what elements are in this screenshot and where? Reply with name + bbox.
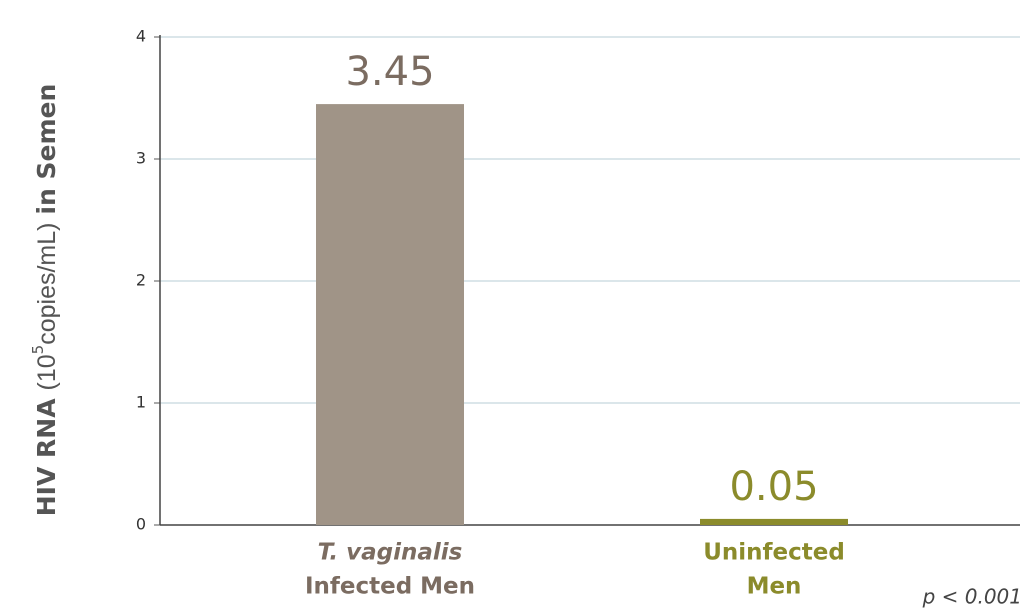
y-tick-label: 3 <box>136 149 146 168</box>
x-tick-label: Infected Men <box>305 574 475 600</box>
x-tick-label: Uninfected <box>703 540 845 566</box>
value-label: 0.05 <box>729 464 818 510</box>
y-label-lead: HIV RNA <box>32 398 61 516</box>
bar <box>316 104 464 525</box>
y-axis-label: HIV RNA (105copies/mL) in Semen <box>29 84 62 517</box>
x-tick-label: Men <box>747 574 802 600</box>
y-tick-label: 4 <box>136 27 146 46</box>
y-label-exponent: 5 <box>29 345 47 355</box>
y-tick-label: 1 <box>136 393 146 412</box>
y-label-open: (10 <box>33 354 61 390</box>
value-label: 3.45 <box>345 49 434 95</box>
y-tick-label: 0 <box>136 515 146 534</box>
y-label-unit: copies/mL) <box>33 223 61 345</box>
x-tick-label: T. vaginalis <box>318 540 463 566</box>
annotation: p < 0.001 <box>922 585 1022 609</box>
y-label-tail: in Semen <box>32 84 61 215</box>
bar <box>700 518 848 525</box>
y-tick-label: 2 <box>136 271 146 290</box>
